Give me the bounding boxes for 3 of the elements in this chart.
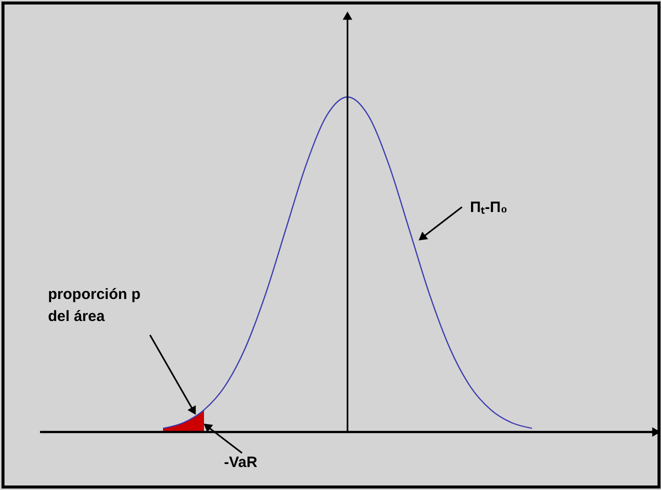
annotation: proporción p del área bbox=[48, 286, 140, 325]
annotation: Πₜ-Π₀ bbox=[470, 199, 508, 216]
text: -VaR bbox=[224, 454, 258, 471]
